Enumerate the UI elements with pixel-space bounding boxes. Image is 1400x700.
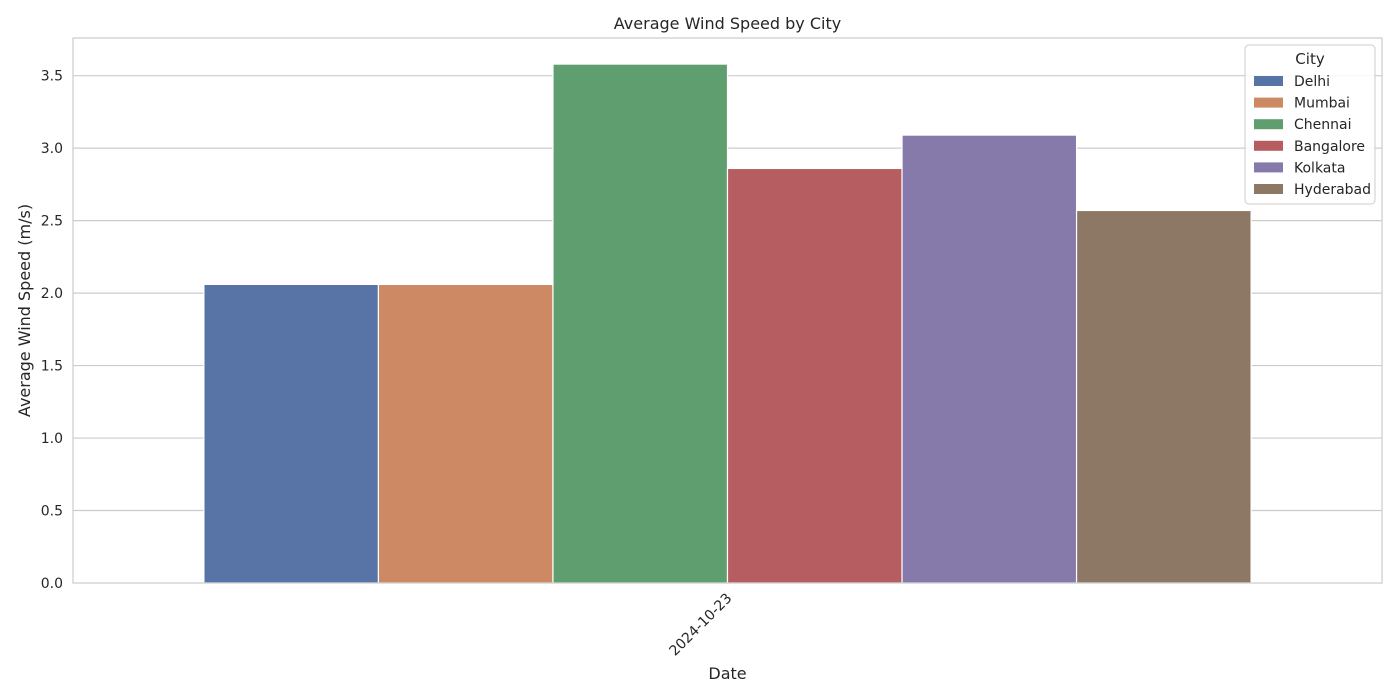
legend-swatch-delhi xyxy=(1254,76,1283,86)
legend-label-kolkata: Kolkata xyxy=(1294,160,1345,176)
bar-hyderabad xyxy=(1075,209,1252,584)
legend-label-mumbai: Mumbai xyxy=(1294,96,1350,112)
bar-bangalore xyxy=(726,167,903,584)
y-tick-labels: 0.0 0.5 1.0 1.5 2.0 2.5 3.0 3.5 xyxy=(41,69,63,592)
y-tick-label: 1.5 xyxy=(41,359,63,375)
legend-swatch-hyderabad xyxy=(1254,184,1283,194)
x-tick-labels: 2024-10-23 xyxy=(666,591,735,660)
legend-label-chennai: Chennai xyxy=(1294,117,1351,133)
legend-items: Delhi Mumbai Chennai Bangalore Kolkata Hydera… xyxy=(1254,74,1371,198)
legend-title: City xyxy=(1295,50,1325,68)
x-axis-label: Date xyxy=(708,664,746,683)
bars xyxy=(203,63,1252,584)
bar-mumbai xyxy=(377,283,554,584)
bar-chennai xyxy=(552,63,729,584)
x-tick-label: 2024-10-23 xyxy=(666,591,735,660)
y-axis-label: Average Wind Speed (m/s) xyxy=(15,204,34,417)
plot-frame xyxy=(72,37,1383,584)
chart-title: Average Wind Speed by City xyxy=(614,14,841,33)
legend: City Delhi Mumbai Chennai Bangalore Kolkata H… xyxy=(1244,44,1376,205)
y-tick-label: 2.5 xyxy=(41,214,63,230)
y-tick-label: 2.0 xyxy=(41,286,63,302)
bar-kolkata xyxy=(901,134,1078,584)
y-tick-label: 1.0 xyxy=(41,431,63,447)
y-tick-label: 3.0 xyxy=(41,141,63,157)
y-tick-label: 0.0 xyxy=(41,576,63,592)
legend-swatch-mumbai xyxy=(1254,97,1283,108)
legend-swatch-bangalore xyxy=(1254,140,1283,151)
legend-swatch-kolkata xyxy=(1254,162,1283,173)
bar-delhi xyxy=(203,283,380,584)
legend-label-delhi: Delhi xyxy=(1294,74,1330,90)
legend-label-hyderabad: Hyderabad xyxy=(1294,182,1371,198)
legend-swatch-chennai xyxy=(1254,119,1283,130)
legend-label-bangalore: Bangalore xyxy=(1294,139,1365,155)
y-tick-label: 3.5 xyxy=(41,69,63,85)
y-tick-label: 0.5 xyxy=(41,504,63,520)
